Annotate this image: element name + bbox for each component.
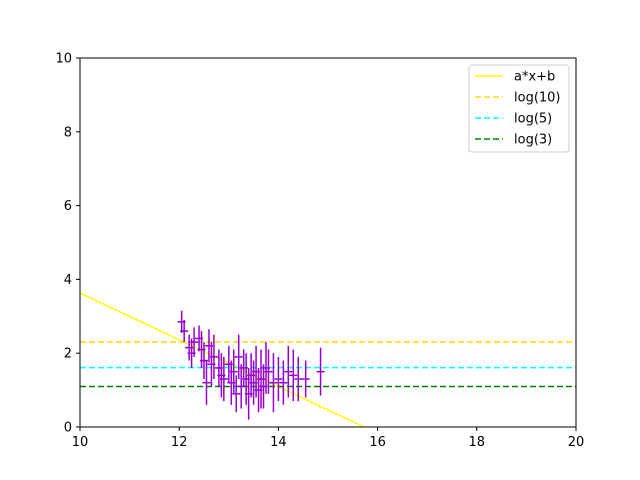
x-tick-label: 18: [469, 435, 486, 450]
data-point: [274, 356, 283, 402]
x-tick-label: 16: [369, 435, 386, 450]
y-tick-label: 10: [55, 52, 72, 67]
legend-label: log(5): [514, 112, 552, 127]
x-tick-label: 20: [568, 435, 585, 450]
legend-label: log(10): [514, 91, 561, 106]
plot-area: [80, 292, 576, 427]
legend-box: [468, 64, 570, 153]
data-point: [284, 345, 293, 398]
data-point: [279, 360, 288, 405]
data-point: [289, 349, 298, 402]
x-tick-label: 12: [171, 435, 188, 450]
y-tick-label: 2: [64, 347, 72, 362]
data-point: [190, 327, 199, 357]
axis-ticks: 10 12 14 16 18 20 0 2 4 6 8 10: [55, 52, 584, 451]
data-point: [219, 356, 228, 402]
y-tick-label: 6: [64, 199, 72, 214]
x-tick-label: 14: [270, 435, 287, 450]
legend-label: log(3): [514, 133, 552, 148]
data-point: [180, 319, 189, 343]
legend-label: a*x+b: [514, 70, 555, 85]
data-point: [301, 360, 310, 398]
data-point: [232, 375, 241, 413]
data-point: [264, 349, 273, 394]
data-point: [202, 360, 211, 405]
data-point: [234, 334, 243, 380]
axes-frame: [79, 57, 577, 428]
y-tick-label: 4: [64, 273, 72, 288]
data-point: [209, 334, 218, 380]
data-point: [294, 356, 303, 402]
data-point: [316, 347, 325, 396]
y-tick-label: 0: [64, 421, 72, 436]
legend: a*x+b log(10) log(5) log(3): [468, 64, 570, 153]
data-point: [269, 353, 278, 413]
x-tick-label: 10: [72, 435, 89, 450]
data-point: [229, 349, 238, 394]
y-tick-label: 8: [64, 125, 72, 140]
